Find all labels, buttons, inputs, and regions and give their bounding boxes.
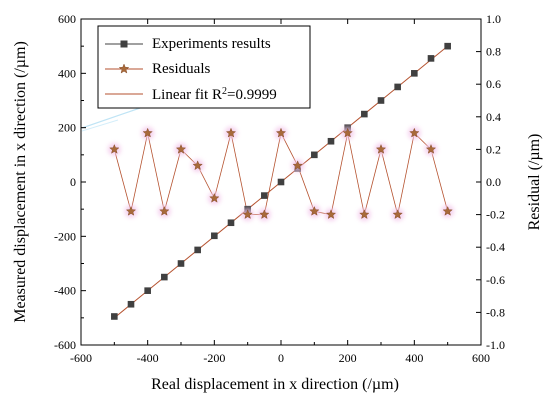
experiment-point <box>444 42 451 50</box>
y2-tick-label: -1.0 <box>486 338 505 352</box>
x-tick-label: -400 <box>137 351 159 365</box>
residual-point <box>259 209 270 219</box>
series-layer <box>107 42 455 320</box>
experiment-point <box>311 151 318 159</box>
y2-tick-label: -0.2 <box>486 208 505 222</box>
x-tick-label: 200 <box>339 351 357 365</box>
residual-point <box>409 127 420 138</box>
y-tick-label: -400 <box>54 284 76 298</box>
x-tick-label: 0 <box>278 351 284 365</box>
y2-tick-label: 0.8 <box>486 45 501 59</box>
legend-marker-experiments <box>120 40 128 48</box>
experiment-point <box>277 178 285 186</box>
legend-label-residuals: Residuals <box>152 61 210 77</box>
residuals-line <box>113 131 449 216</box>
residual-point <box>359 209 370 219</box>
fit-label-prefix: Linear fit R <box>152 87 222 103</box>
y2-axis-title: Residual (/µm) <box>526 134 543 231</box>
y-tick-label: -600 <box>54 338 76 352</box>
experiment-point <box>144 287 151 294</box>
y-tick-label: 400 <box>58 66 76 80</box>
residual-point <box>192 160 203 171</box>
experiment-point <box>127 300 135 308</box>
experiment-point <box>427 55 435 62</box>
experiment-point <box>177 260 185 267</box>
residual-point <box>442 205 453 216</box>
legend: Experiments results Residuals Linear fit… <box>97 25 311 109</box>
experiment-point <box>194 246 201 254</box>
x-tick-label: 400 <box>405 351 423 365</box>
y2-tick-label: 0.2 <box>486 142 501 156</box>
y-tick-label: 0 <box>70 175 76 189</box>
residual-point <box>392 209 403 219</box>
x-tick-label: -600 <box>70 351 92 365</box>
x-tick-label: 600 <box>472 351 490 365</box>
experiment-point <box>361 110 368 118</box>
residual-point <box>292 160 303 171</box>
residual-point <box>159 205 170 216</box>
residual-point <box>325 209 337 219</box>
y-axis-title: Measured displacement in x direction (/µ… <box>12 41 29 323</box>
residual-point <box>125 205 137 216</box>
ticks-layer: -600 -400 -200 0 200 400 600 -600 -400 -200 0 200 40… <box>54 12 505 365</box>
x-tick-label: -200 <box>203 351 225 365</box>
residual-point <box>175 144 187 154</box>
experiment-point <box>111 313 118 320</box>
experiment-point <box>261 192 268 199</box>
legend-label-experiments: Experiments results <box>152 36 271 52</box>
x-axis-title: Real displacement in x direction (/µm) <box>151 376 399 393</box>
y2-tick-label: -0.8 <box>486 305 505 319</box>
residual-point <box>425 144 437 154</box>
decorative-streak <box>81 119 119 132</box>
residual-point <box>342 127 353 138</box>
y2-tick-label: 0.6 <box>486 77 501 91</box>
residual-point <box>225 127 237 138</box>
residual-point <box>142 127 153 138</box>
y2-tick-label: -0.4 <box>486 240 505 254</box>
residual-point <box>309 205 320 216</box>
decorative-streak <box>81 107 141 129</box>
y2-tick-label: -0.6 <box>486 273 505 287</box>
residual-point <box>275 127 287 138</box>
experiment-point <box>211 232 218 240</box>
fit-label-suffix: =0.9999 <box>227 87 277 103</box>
y-tick-label: -200 <box>54 229 76 243</box>
experiment-point <box>394 83 401 91</box>
residual-point <box>375 144 387 154</box>
y2-tick-label: 1.0 <box>486 12 501 26</box>
fit-label-sup: 2 <box>222 86 227 97</box>
residual-point <box>209 192 220 203</box>
experiment-point <box>411 70 418 77</box>
experiment-point <box>327 137 335 145</box>
legend-label-fit: Linear fit R2=0.9999 <box>152 86 277 104</box>
residual-point <box>109 144 120 154</box>
experiment-point <box>227 219 235 227</box>
y2-tick-label: 0.0 <box>486 175 501 189</box>
legend-marker-residuals <box>118 63 130 74</box>
experiment-point <box>161 273 168 281</box>
experiment-point <box>377 97 385 104</box>
y2-tick-label: 0.4 <box>486 110 501 124</box>
y-tick-label: 600 <box>58 12 76 26</box>
residual-point <box>242 209 253 219</box>
y-tick-label: 200 <box>58 121 76 135</box>
